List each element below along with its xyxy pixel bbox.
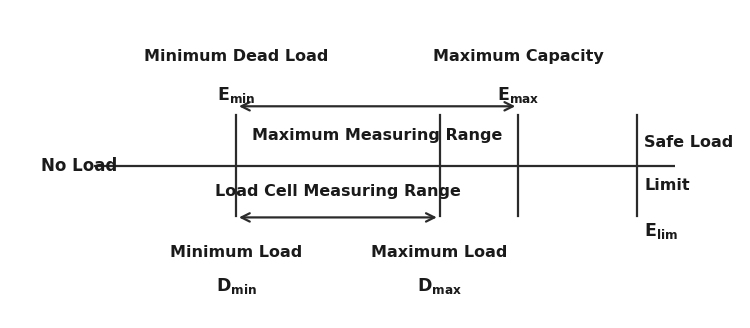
Text: Maximum Load: Maximum Load xyxy=(371,245,508,260)
Text: $\mathbf{E_{lim}}$: $\mathbf{E_{lim}}$ xyxy=(644,221,678,241)
Text: $\mathbf{E_{max}}$: $\mathbf{E_{max}}$ xyxy=(496,85,539,105)
Text: Minimum Dead Load: Minimum Dead Load xyxy=(144,50,328,65)
Text: $\mathbf{E_{min}}$: $\mathbf{E_{min}}$ xyxy=(217,85,256,105)
Text: $\mathbf{D_{max}}$: $\mathbf{D_{max}}$ xyxy=(417,276,462,296)
Text: Safe Load: Safe Load xyxy=(644,135,734,151)
Text: Minimum Load: Minimum Load xyxy=(170,245,302,260)
Text: Maximum Capacity: Maximum Capacity xyxy=(433,50,604,65)
Text: Limit: Limit xyxy=(644,178,690,193)
Text: Maximum Measuring Range: Maximum Measuring Range xyxy=(252,129,503,143)
Text: Load Cell Measuring Range: Load Cell Measuring Range xyxy=(215,184,460,199)
Text: $\mathbf{D_{min}}$: $\mathbf{D_{min}}$ xyxy=(215,276,256,296)
Text: No Load: No Load xyxy=(40,157,117,174)
